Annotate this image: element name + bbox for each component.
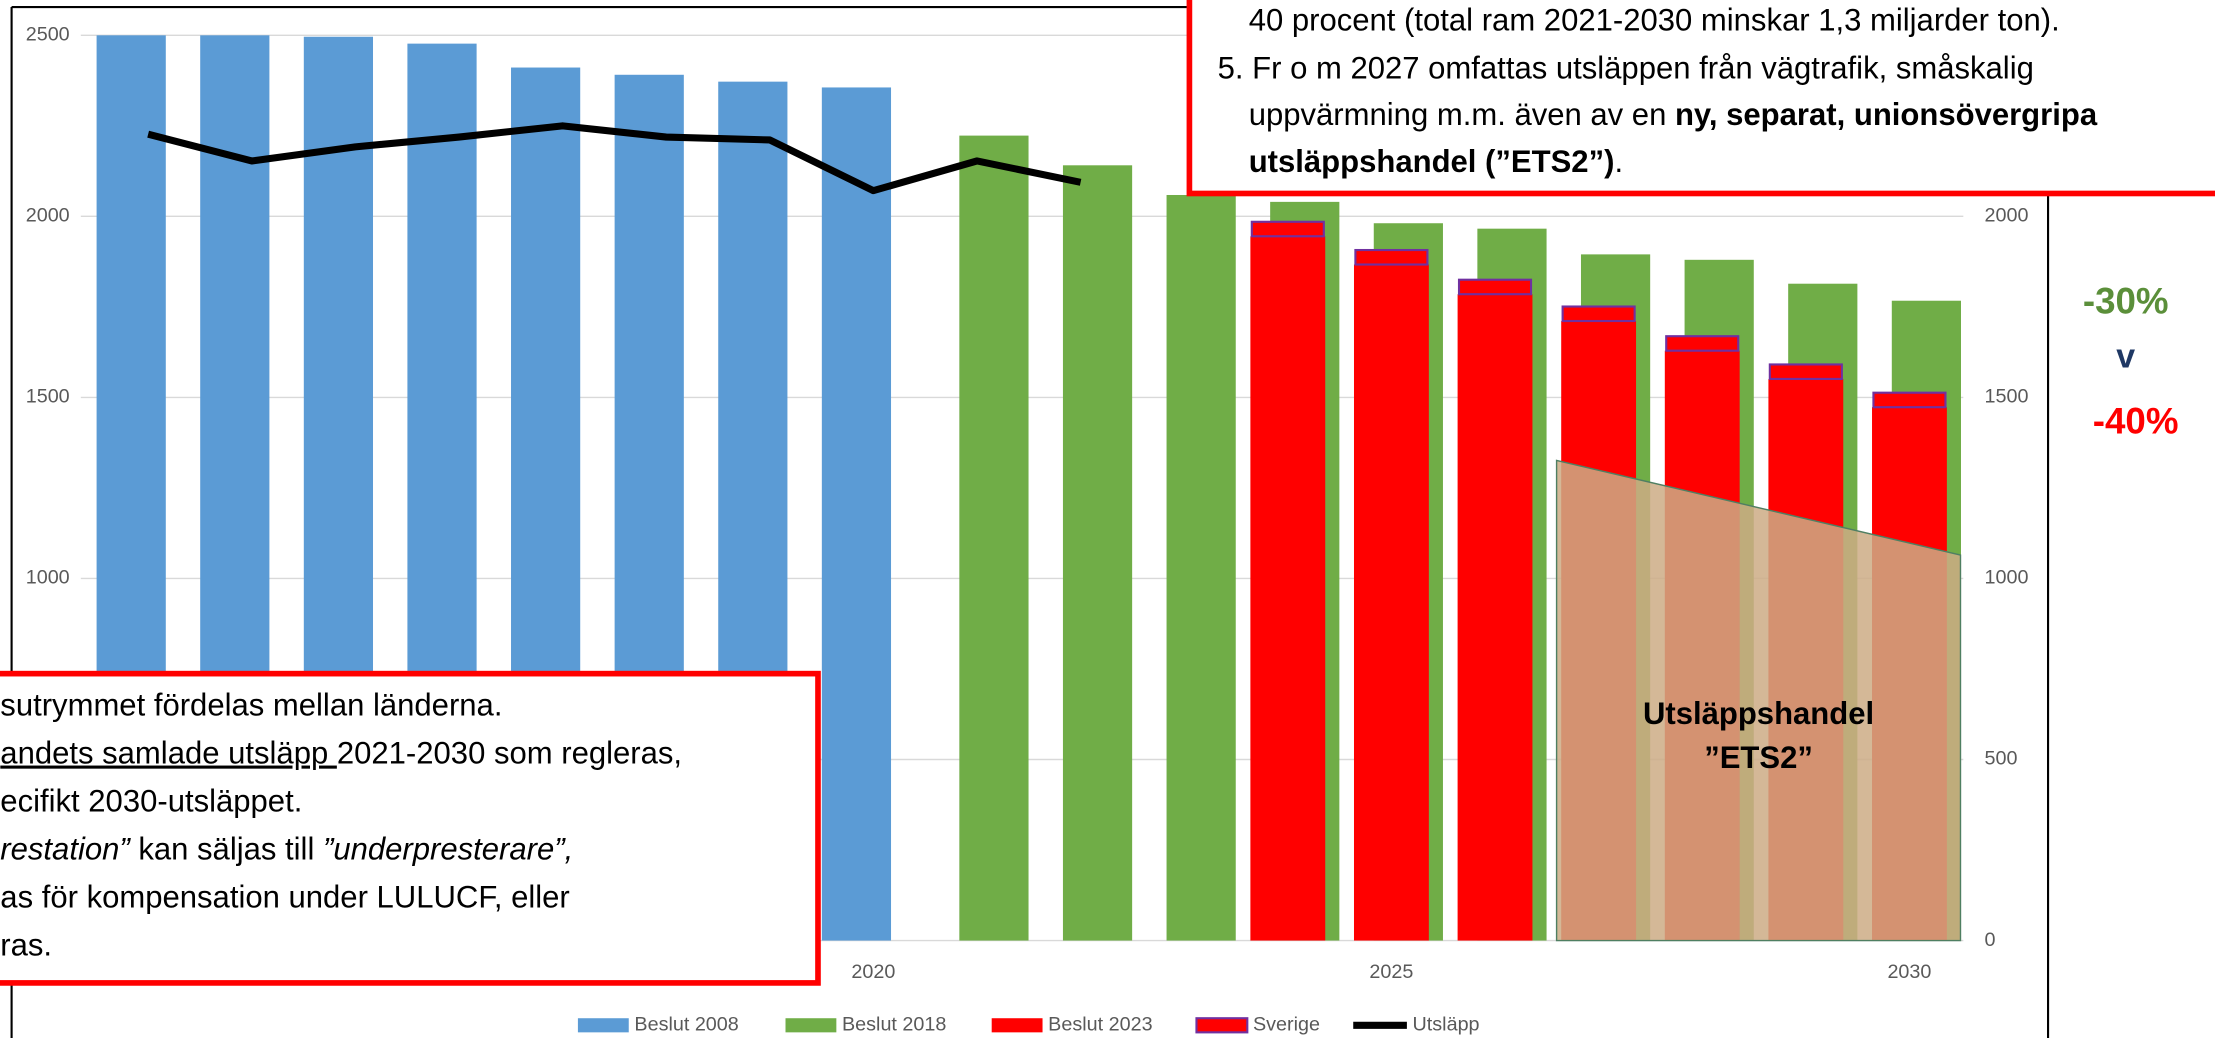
y2-tick-label: 1500 — [1985, 386, 2029, 408]
y-tick-label: 2000 — [26, 205, 70, 227]
box-line: 40 procent (total ram 2021-2030 minskar … — [1249, 3, 2060, 38]
bar — [1166, 194, 1236, 941]
legend-swatch — [1195, 1017, 1249, 1034]
box-line: andets samlade utsläpp 2021-2030 som reg… — [0, 736, 682, 771]
stacked-bar — [1561, 305, 1636, 323]
bar — [821, 87, 892, 941]
ets2-area — [1555, 459, 1962, 942]
bar — [1457, 294, 1533, 941]
annotation: v — [2116, 338, 2135, 376]
box-line: ecifikt 2030-utsläppet. — [0, 784, 302, 819]
box-text: kan säljas till — [130, 832, 323, 867]
box-text: 2021-2030 som regleras, — [337, 736, 682, 771]
y2-tick-label: 500 — [1985, 748, 2018, 770]
box-frame — [1186, 0, 2215, 197]
legend-label: Beslut 2018 — [842, 1014, 946, 1036]
box-text: . — [1614, 144, 1623, 179]
line — [147, 122, 1082, 195]
bar — [1353, 264, 1429, 941]
box-text: andets samlade utsläpp — [0, 736, 337, 771]
box-text: uppvärmning m.m. även av en — [1249, 97, 1675, 132]
y-tick-label: 1500 — [26, 386, 70, 408]
legend-swatch — [785, 1018, 837, 1033]
annotation: -30% — [2083, 280, 2169, 321]
x-tick-label: 2025 — [1369, 961, 1413, 983]
box-text: restation” — [0, 832, 131, 867]
legend-label: Utsläpp — [1413, 1014, 1480, 1036]
box-text: sutrymmet fördelas mellan länderna. — [0, 688, 502, 723]
stacked-bar — [1768, 363, 1843, 380]
y-tick-label: 2500 — [26, 24, 70, 46]
legend-swatch — [577, 1018, 629, 1033]
legend-label: Beslut 2008 — [634, 1014, 738, 1036]
y2-tick-label: 0 — [1985, 929, 1996, 951]
legend-label: Sverige — [1253, 1014, 1320, 1036]
box-line: uppvärmning m.m. även av en ny, separat,… — [1249, 97, 2098, 132]
bar — [959, 135, 1029, 941]
overlay: Utsläppshandel ”ETS2” -30% v -40% — [1643, 280, 2178, 775]
stacked-bar — [1457, 278, 1533, 296]
box-text: ras. — [0, 928, 52, 963]
legend-label: Beslut 2023 — [1048, 1014, 1152, 1036]
box-frame — [0, 670, 821, 986]
bar — [1250, 236, 1326, 941]
box-text: ny, separat, unionsövergripa — [1675, 97, 2098, 132]
stacked-bar — [1665, 335, 1740, 352]
box-text: ”underpresterare”, — [323, 832, 573, 867]
box-text: 40 procent (total ram 2021-2030 minskar … — [1249, 3, 2060, 38]
box-text: ecifikt 2030-utsläppet. — [0, 784, 302, 819]
stacked-bar — [1250, 220, 1325, 238]
box-line: as för kompensation under LULUCF, eller — [0, 880, 569, 915]
box-line: sutrymmet fördelas mellan länderna. — [0, 688, 502, 723]
box-line: ras. — [0, 928, 52, 963]
x-tick-label: 2020 — [851, 961, 895, 983]
bar — [1062, 165, 1133, 941]
y2-tick-label: 1000 — [1985, 567, 2029, 589]
box-line: restation” kan säljas till ”underprester… — [0, 832, 573, 867]
x-tick-label: 2030 — [1887, 961, 1931, 983]
ets2-label: Utsläppshandel — [1643, 696, 1874, 731]
y2-tick-label: 2000 — [1985, 205, 2029, 227]
box-text: as för kompensation under LULUCF, eller — [0, 880, 569, 915]
box-text: 5. Fr o m 2027 omfattas utsläppen från v… — [1218, 51, 2034, 86]
box-text: utsläppshandel (”ETS2”) — [1249, 144, 1615, 179]
annotation: -40% — [2093, 400, 2179, 441]
stacked-bar — [1354, 248, 1429, 266]
stacked-bar — [1872, 391, 1947, 409]
box-line: 5. Fr o m 2027 omfattas utsläppen från v… — [1218, 51, 2034, 86]
text-box: sutrymmet fördelas mellan länderna. andet… — [0, 670, 821, 986]
box-line: utsläppshandel (”ETS2”). — [1249, 144, 1623, 179]
legend-swatch — [991, 1018, 1043, 1033]
y-tick-label: 1000 — [26, 567, 70, 589]
text-box: 40 procent (total ram 2021-2030 minskar … — [1186, 0, 2215, 197]
ets2-label: ”ETS2” — [1704, 740, 1813, 775]
